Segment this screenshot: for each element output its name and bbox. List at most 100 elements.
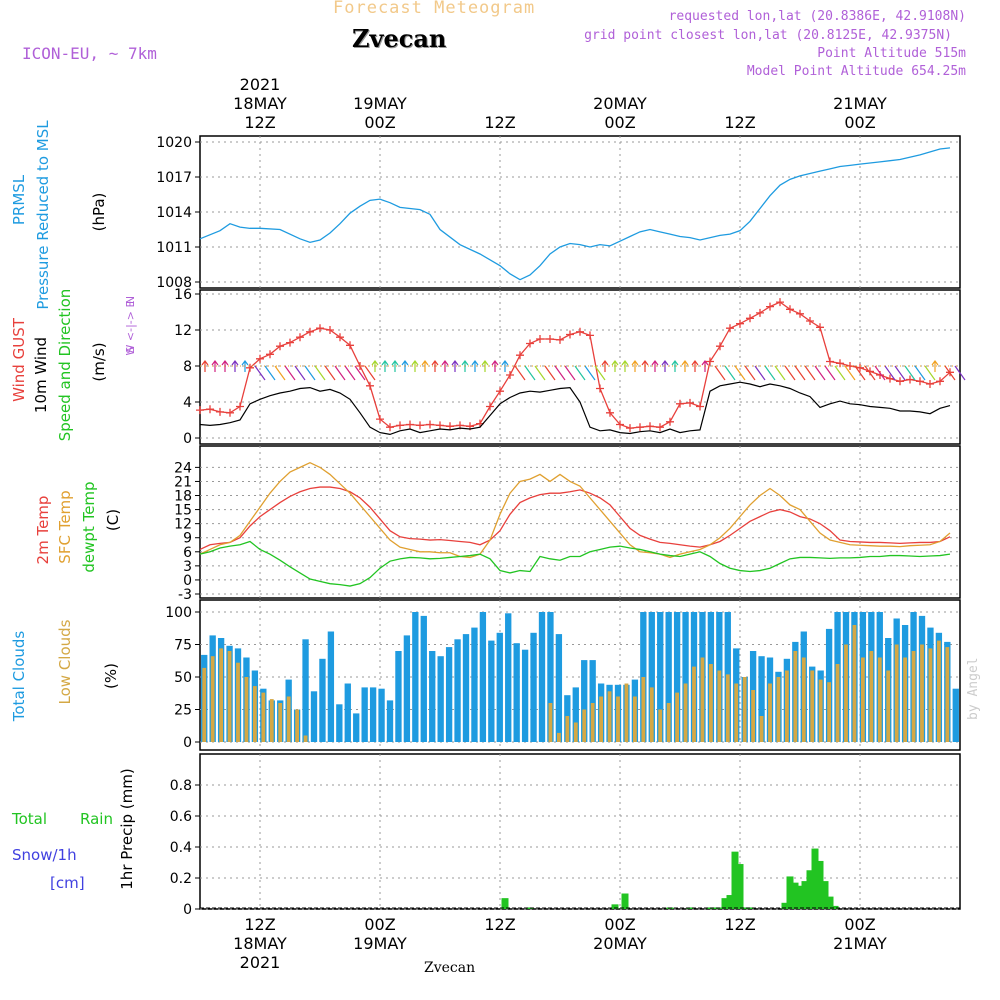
- total-cloud-bar: [496, 632, 503, 742]
- temp2m-line: [199, 486, 951, 551]
- gust-marker: [396, 421, 404, 430]
- wind-direction-barb: [884, 365, 896, 381]
- wind-direction-barb: [294, 365, 306, 381]
- total-cloud-bar: [403, 635, 411, 742]
- wind-direction-barb: [924, 365, 936, 381]
- gust-marker: [526, 339, 534, 348]
- total-cloud-bar: [361, 687, 368, 742]
- wind-direction-barb: [864, 365, 876, 381]
- y-tick-label: 8: [183, 359, 192, 375]
- low-cloud-bar: [666, 703, 671, 742]
- low-cloud-bar: [658, 709, 663, 742]
- time-label-bottom: 2021: [240, 953, 281, 972]
- low-cloud-bar: [886, 670, 891, 742]
- wind-direction-barb: [274, 365, 286, 381]
- time-label-bottom: 18MAY: [233, 934, 287, 953]
- panel-frame: [199, 445, 961, 599]
- gust-marker: [616, 420, 624, 429]
- temp-ylabel-sfc: SFC Temp: [56, 490, 74, 563]
- gust-marker: [786, 305, 794, 314]
- total-cloud-bar: [319, 658, 326, 742]
- panel-wind: 0 4 8 12 16: [174, 287, 961, 447]
- gust-line: [199, 301, 951, 429]
- point-altitude: Point Altitude 515m: [817, 46, 966, 61]
- wind-direction-arrowhead: [641, 360, 649, 366]
- time-label-bottom: 00Z: [364, 915, 395, 934]
- low-cloud-bar: [582, 709, 587, 742]
- low-cloud-bar: [227, 651, 232, 742]
- compass-south: S: [124, 346, 137, 353]
- low-cloud-bar: [565, 716, 570, 742]
- gust-marker: [196, 406, 204, 415]
- pressure-unit: (hPa): [90, 193, 108, 232]
- y-tick-label: 9: [183, 531, 192, 547]
- rain-bar: [611, 904, 619, 909]
- gust-marker: [516, 351, 524, 360]
- y-tick-label: 21: [174, 474, 192, 490]
- low-cloud-bar: [219, 648, 224, 742]
- total-cloud-bar: [673, 612, 681, 742]
- low-cloud-bar: [801, 657, 806, 742]
- total-cloud-bar: [521, 649, 529, 742]
- low-cloud-bar: [835, 664, 840, 742]
- rain-bar: [816, 860, 824, 909]
- wind-direction-barb: [564, 365, 576, 381]
- wind-direction-barb: [734, 365, 746, 381]
- wind-unit: (m/s): [90, 342, 108, 381]
- wind-direction-arrowhead: [241, 360, 249, 366]
- total-cloud-bar: [581, 660, 588, 742]
- wind-direction-arrowhead: [411, 360, 419, 366]
- gust-marker: [726, 324, 734, 333]
- wind-direction-arrowhead: [421, 360, 429, 366]
- wind-direction-barb: [584, 365, 596, 381]
- y-tick-label: 6: [183, 545, 192, 561]
- y-tick-label: 1011: [156, 240, 192, 256]
- y-tick-label: 1020: [156, 135, 192, 151]
- gust-marker: [626, 424, 634, 433]
- low-cloud-bar: [860, 657, 865, 742]
- y-tick-label: 0.8: [170, 778, 192, 794]
- time-label-bottom: 12Z: [484, 915, 515, 934]
- wind-direction-barb: [784, 365, 796, 381]
- low-cloud-bar: [759, 716, 764, 742]
- rain-bar: [501, 898, 509, 909]
- y-tick-label: 12: [174, 323, 192, 339]
- gust-marker: [676, 399, 684, 408]
- total-cloud-bar: [555, 634, 563, 742]
- footer-location: Zvecan: [424, 960, 476, 976]
- wind-direction-arrowhead: [371, 360, 379, 366]
- total-cloud-bar: [952, 688, 959, 742]
- total-cloud-bar: [310, 691, 318, 742]
- wind-ylabel-speed: Speed and Direction: [56, 289, 74, 442]
- gust-marker: [886, 374, 894, 383]
- gust-marker: [326, 326, 334, 334]
- low-cloud-bar: [616, 696, 620, 742]
- low-cloud-bar: [751, 690, 756, 742]
- time-label-bottom: 00Z: [844, 915, 875, 934]
- total-cloud-bar: [412, 612, 419, 742]
- y-tick-label: -3: [178, 587, 192, 603]
- wind-direction-barb: [264, 365, 276, 381]
- low-cloud-bar: [624, 683, 629, 742]
- total-cloud-bar: [648, 612, 655, 742]
- y-tick-label: 75: [174, 638, 192, 654]
- total-cloud-bar: [327, 631, 335, 742]
- gust-marker: [646, 422, 654, 431]
- low-cloud-bar: [936, 640, 941, 742]
- gust-marker: [686, 398, 694, 407]
- time-label-top: 19MAY: [353, 94, 407, 113]
- wind-direction-arrowhead: [931, 360, 939, 366]
- y-tick-label: 0: [183, 735, 192, 751]
- gust-marker: [346, 341, 354, 350]
- y-tick-label: 100: [165, 605, 192, 621]
- y-tick-label: 24: [174, 460, 192, 476]
- wind-direction-arrowhead: [621, 360, 629, 366]
- model-altitude: Model Point Altitude 654.25m: [746, 64, 966, 79]
- time-label-bottom: 12Z: [244, 915, 275, 934]
- wind-direction-barb: [824, 365, 836, 381]
- low-cloud-bar: [556, 732, 561, 742]
- low-cloud-bar: [649, 687, 654, 742]
- rain-bar: [791, 882, 799, 909]
- rain-bar: [726, 895, 734, 909]
- gust-marker: [906, 375, 914, 384]
